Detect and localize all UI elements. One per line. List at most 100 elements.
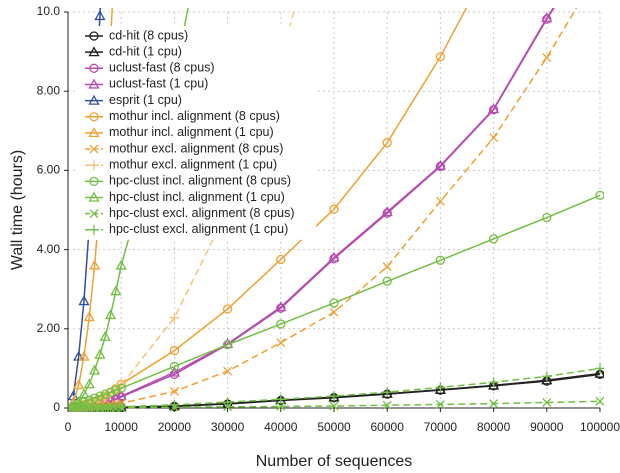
marker xyxy=(487,103,500,114)
legend-box xyxy=(78,26,316,240)
x-tick-label: 90000 xyxy=(530,420,564,434)
legend-label: hpc-clust incl. alignment (8 cpus) xyxy=(109,174,291,188)
x-tick-label: 10000 xyxy=(105,420,139,434)
marker xyxy=(116,383,126,393)
marker xyxy=(542,53,552,62)
legend-marker xyxy=(89,112,99,122)
marker xyxy=(595,190,604,200)
legend-label: mothur excl. alignment (1 cpu) xyxy=(109,157,277,171)
legend-label: cd-hit (8 cpus) xyxy=(109,28,188,42)
legend-marker xyxy=(88,191,100,202)
marker xyxy=(94,10,106,21)
marker xyxy=(382,262,392,272)
marker xyxy=(111,385,121,395)
legend-label: hpc-clust incl. alignment (1 cpu) xyxy=(109,190,285,204)
x-tick-label: 60000 xyxy=(371,420,405,434)
legend-marker xyxy=(89,224,99,235)
legend-marker xyxy=(89,144,99,154)
marker xyxy=(435,382,446,393)
marker xyxy=(276,303,286,313)
marker xyxy=(222,339,233,350)
marker xyxy=(487,379,500,390)
marker xyxy=(89,393,100,403)
marker xyxy=(88,364,101,375)
marker xyxy=(276,254,286,265)
marker xyxy=(541,374,553,385)
marker xyxy=(541,12,553,23)
marker xyxy=(88,259,101,270)
marker xyxy=(95,391,105,401)
series-line xyxy=(73,194,601,407)
marker xyxy=(541,371,552,382)
series-line xyxy=(73,367,601,409)
marker xyxy=(275,394,286,405)
marker xyxy=(594,367,604,378)
legend-label: uclust-fast (8 cpus) xyxy=(109,61,215,75)
marker xyxy=(78,388,90,399)
marker xyxy=(434,159,447,170)
marker xyxy=(169,345,180,356)
plot-area xyxy=(67,8,604,412)
marker xyxy=(329,391,339,402)
marker xyxy=(78,350,90,361)
marker xyxy=(110,285,122,296)
marker xyxy=(78,295,90,306)
marker xyxy=(168,366,181,377)
marker xyxy=(382,138,392,148)
x-tick-label: 0 xyxy=(65,420,72,434)
marker xyxy=(329,298,339,308)
x-tick-label: 50000 xyxy=(317,420,351,434)
marker xyxy=(595,396,604,406)
y-tick-label: 4.00 xyxy=(37,242,61,256)
marker xyxy=(489,133,499,142)
marker xyxy=(169,399,180,410)
legend-marker xyxy=(89,31,99,41)
y-tick-label: 10.0 xyxy=(37,4,61,18)
marker xyxy=(542,397,552,407)
y-axis-label: Wall time (hours) xyxy=(9,150,26,270)
legend-marker xyxy=(89,160,99,171)
marker xyxy=(222,397,233,408)
legend-marker xyxy=(89,209,99,219)
marker xyxy=(382,400,392,410)
marker xyxy=(435,399,445,409)
marker xyxy=(115,259,127,270)
marker xyxy=(382,208,392,218)
marker xyxy=(83,378,95,389)
marker xyxy=(329,254,339,264)
marker xyxy=(435,255,446,265)
legend-marker xyxy=(88,78,100,89)
legend-marker xyxy=(88,46,100,57)
marker xyxy=(382,387,393,398)
marker xyxy=(276,319,286,329)
marker xyxy=(169,312,180,323)
marker xyxy=(381,387,393,398)
marker xyxy=(488,377,499,388)
marker xyxy=(105,387,116,397)
marker xyxy=(276,338,286,348)
marker xyxy=(223,366,233,376)
legend-marker xyxy=(89,176,99,187)
marker xyxy=(488,234,499,244)
marker xyxy=(169,361,180,372)
marker xyxy=(222,304,233,314)
legend-label: mothur excl. alignment (8 cpus) xyxy=(109,141,283,155)
marker xyxy=(542,14,552,24)
marker xyxy=(329,204,339,214)
x-tick-label: 70000 xyxy=(424,420,458,434)
marker xyxy=(73,379,85,390)
x-tick-label: 40000 xyxy=(264,420,298,434)
marker xyxy=(434,383,447,394)
x-tick-label: 30000 xyxy=(211,420,245,434)
legend-label: hpc-clust excl. alignment (1 cpu) xyxy=(109,222,288,236)
legend-label: esprit (1 cpu) xyxy=(109,93,182,107)
y-tick-label: 2.00 xyxy=(37,321,61,335)
legend-label: cd-hit (1 cpu) xyxy=(109,44,182,58)
y-tick-label: 0 xyxy=(53,400,60,414)
legend-label: hpc-clust excl. alignment (8 cpus) xyxy=(109,206,295,220)
x-axis-label: Number of sequences xyxy=(256,453,413,470)
marker xyxy=(275,301,287,312)
marker xyxy=(276,401,286,411)
marker xyxy=(542,212,552,223)
